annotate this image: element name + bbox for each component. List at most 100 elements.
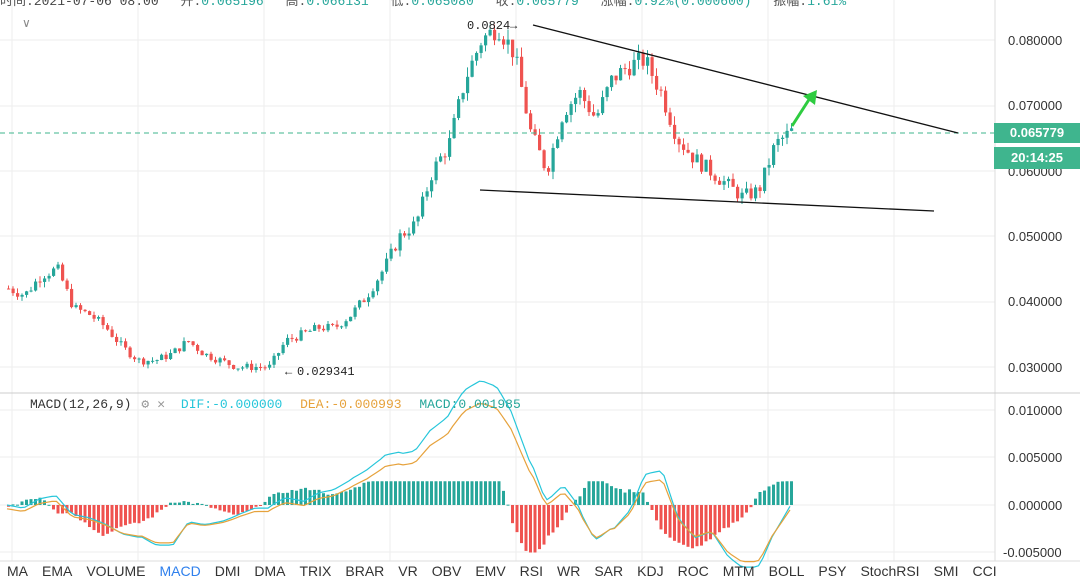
- macd-bar: [628, 489, 631, 505]
- candle-body: [457, 99, 461, 118]
- macd-bar: [781, 481, 784, 505]
- indicator-tab-obv[interactable]: OBV: [431, 563, 462, 579]
- ohlc-info-bar: 时间:2021-07-06 08:00 开:0.065196 高:0.06613…: [0, 0, 1000, 10]
- settings-icon[interactable]: ⚙: [141, 397, 150, 412]
- candle-body: [38, 281, 42, 283]
- macd-bar: [605, 483, 609, 505]
- macd-bar: [475, 481, 478, 505]
- macd-bar: [34, 499, 37, 505]
- candle-body: [29, 290, 33, 292]
- upper-trendline[interactable]: [532, 24, 959, 134]
- change-value: 0.92%(0.000600): [634, 0, 752, 9]
- indicator-tab-trix[interactable]: TRIX: [299, 563, 332, 579]
- price-tick: 0.080000: [1008, 33, 1062, 48]
- indicator-tab-sar[interactable]: SAR: [594, 563, 624, 579]
- indicator-tab-psy[interactable]: PSY: [818, 563, 847, 579]
- indicator-tab-dmi[interactable]: DMI: [214, 563, 241, 579]
- indicator-tab-emv[interactable]: EMV: [475, 563, 506, 579]
- macd-bar: [209, 505, 213, 508]
- indicator-tab-brar[interactable]: BRAR: [345, 563, 385, 579]
- candle-body: [358, 300, 362, 308]
- indicator-tab-cci[interactable]: CCI: [972, 563, 997, 579]
- candle-body: [533, 129, 537, 135]
- candle-body: [682, 144, 686, 150]
- indicator-tab-macd[interactable]: MACD: [159, 563, 201, 579]
- macd-bar: [497, 481, 501, 505]
- candle-body: [781, 137, 785, 139]
- indicator-tab-dma[interactable]: DMA: [254, 563, 286, 579]
- candle-body: [70, 288, 74, 308]
- macd-bar: [425, 481, 429, 505]
- macd-bar: [610, 486, 613, 505]
- indicator-tab-wr[interactable]: WR: [557, 563, 581, 579]
- indicator-tab-stochrsi[interactable]: StochRSI: [860, 563, 920, 579]
- candle-body: [592, 112, 596, 116]
- macd-bar: [115, 505, 118, 529]
- chevron-down-icon[interactable]: ∨: [22, 16, 31, 30]
- candle-body: [412, 221, 416, 234]
- macd-bar: [394, 481, 397, 505]
- candle-body: [326, 323, 330, 331]
- macd-bar: [250, 505, 253, 510]
- candle-body: [92, 314, 96, 319]
- macd-bar: [263, 501, 267, 505]
- macd-bar: [745, 505, 748, 513]
- candle-body: [673, 124, 677, 139]
- time-value: 2021-07-06 08:00: [33, 0, 159, 9]
- candle-body: [61, 264, 65, 281]
- candle-body: [646, 57, 650, 66]
- indicator-tab-ema[interactable]: EMA: [42, 563, 73, 579]
- candle-body: [268, 364, 272, 368]
- macd-bar: [110, 505, 114, 532]
- dea-line: [6, 402, 791, 563]
- macd-bar: [502, 490, 505, 505]
- indicator-tab-boll[interactable]: BOLL: [768, 563, 805, 579]
- breakout-arrow-icon[interactable]: [790, 90, 817, 127]
- amplitude-value: 1.61%: [807, 0, 847, 9]
- indicator-tab-rsi[interactable]: RSI: [519, 563, 544, 579]
- candle-body: [439, 156, 443, 162]
- candle-body: [182, 341, 186, 352]
- candle-body: [259, 367, 263, 369]
- macd-bar: [470, 481, 474, 505]
- macd-bar: [416, 481, 420, 505]
- close-icon[interactable]: ✕: [157, 397, 166, 412]
- indicator-tab-ma[interactable]: MA: [7, 563, 28, 579]
- macd-bar: [695, 505, 699, 547]
- macd-bar: [358, 486, 361, 505]
- candle-body: [367, 297, 371, 303]
- dea-value: DEA:-0.000993: [300, 397, 402, 412]
- candle-body: [56, 264, 60, 269]
- indicator-tab-mtm[interactable]: MTM: [722, 563, 755, 579]
- macd-bar: [668, 505, 672, 538]
- macd-bar: [461, 481, 465, 505]
- low-annotation-arrow: ←: [285, 365, 293, 379]
- indicator-tab-kdj[interactable]: KDJ: [637, 563, 664, 579]
- lower-trendline[interactable]: [479, 189, 935, 212]
- macd-bar: [313, 489, 316, 505]
- candle-body: [173, 348, 177, 354]
- indicator-tab-vr[interactable]: VR: [398, 563, 418, 579]
- macd-bar: [259, 505, 262, 506]
- macd-bar: [488, 481, 492, 505]
- high-annotation-arrow: →: [510, 19, 518, 33]
- candle-body: [623, 68, 627, 70]
- macd-bar: [736, 505, 739, 522]
- macd-bar: [137, 505, 141, 524]
- candle-body: [169, 353, 173, 360]
- candle-body: [493, 29, 497, 41]
- candle-body: [727, 178, 731, 182]
- candle-body: [106, 325, 110, 330]
- macd-bar: [20, 501, 24, 505]
- candle-body: [205, 353, 209, 356]
- macd-bar: [538, 505, 541, 550]
- candle-body: [677, 138, 681, 145]
- macd-bar: [677, 505, 681, 543]
- indicator-tab-volume[interactable]: VOLUME: [86, 563, 146, 579]
- candle-body: [722, 181, 726, 185]
- candle-body: [619, 68, 623, 81]
- candle-body: [295, 338, 299, 341]
- indicator-tab-roc[interactable]: ROC: [677, 563, 709, 579]
- indicator-tab-smi[interactable]: SMI: [933, 563, 959, 579]
